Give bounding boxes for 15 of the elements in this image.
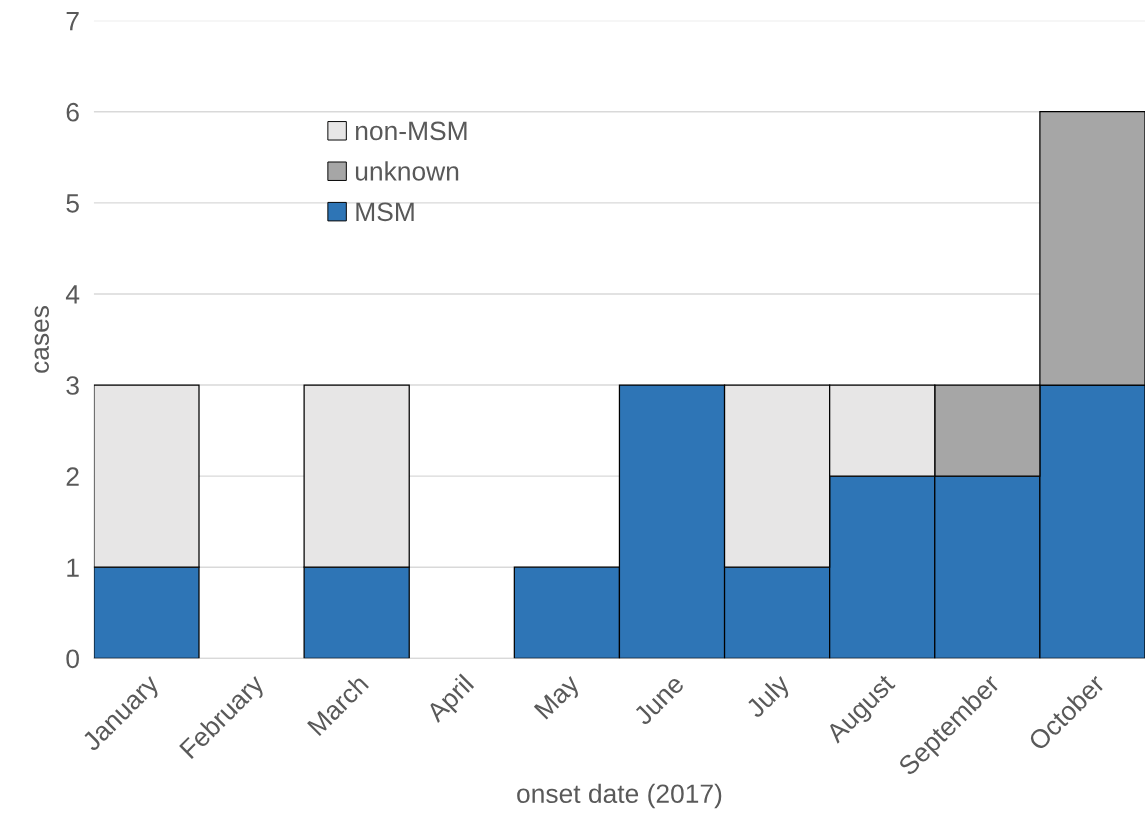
y-tick-label: 1	[67, 558, 79, 577]
x-tick-label: May	[533, 672, 585, 724]
legend-label: unknown	[355, 161, 459, 181]
y-tick-label: 4	[65, 285, 80, 304]
legend-label: non-MSM	[356, 121, 467, 141]
x-axis-title: onset date (2017)	[517, 783, 722, 809]
legend-label: MSM	[356, 202, 414, 222]
y-axis-title: cases	[34, 305, 49, 373]
y-tick-label: 2	[66, 467, 79, 486]
y-tick-label: 6	[66, 102, 79, 122]
y-tick-label: 5	[66, 194, 79, 213]
y-tick-label: 3	[66, 376, 79, 395]
x-tick-label: July	[744, 672, 795, 723]
y-tick-label: 0	[66, 649, 79, 669]
y-tick-label: 7	[66, 12, 79, 31]
